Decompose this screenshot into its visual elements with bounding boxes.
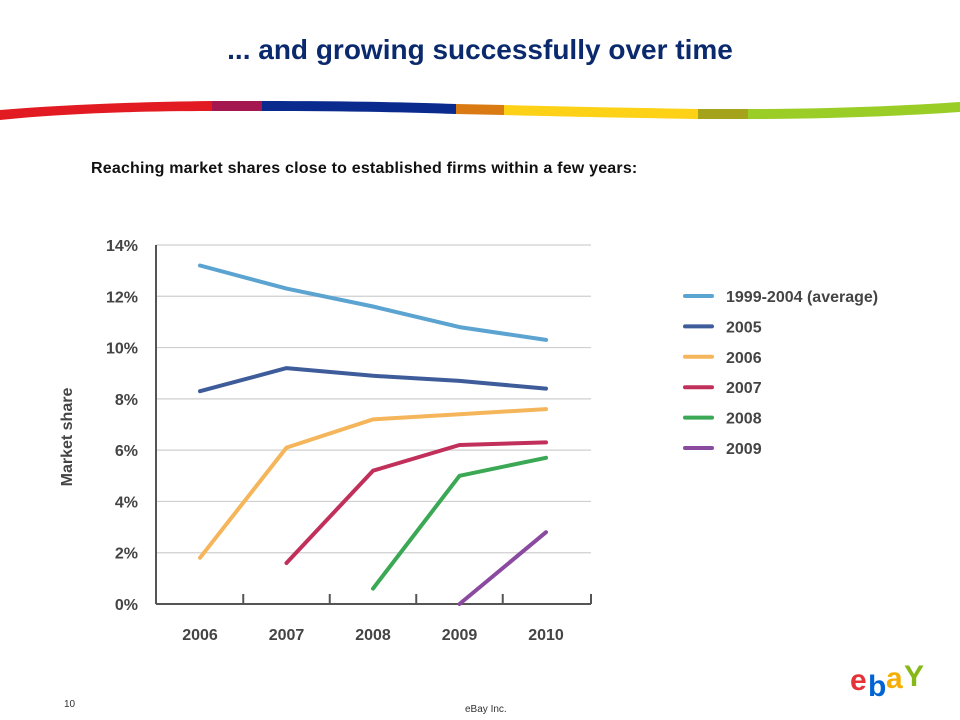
x-tick-label: 2008 [355,627,391,644]
logo-letter: e [850,664,866,697]
legend-label: 1999-2004 (average) [726,289,878,306]
series-line-2006 [198,407,548,560]
y-tick-label: 2% [115,546,138,563]
legend-label: 2005 [726,319,762,336]
y-tick-label: 10% [106,341,138,358]
x-tick-label: 2010 [528,627,564,644]
logo-letter: b [868,670,886,700]
x-tick-label: 2009 [442,627,478,644]
series-line-2008 [371,455,548,591]
slide-subtitle: Reaching market shares close to establis… [91,160,638,177]
y-axis-label: Market share [59,388,76,487]
x-tick-label: 2006 [182,627,218,644]
y-tick-label: 0% [115,597,138,614]
y-tick-label: 6% [115,443,138,460]
series-line-2009 [457,530,548,606]
logo-letter: a [886,662,903,695]
logo-letter: Y [904,660,924,693]
y-tick-label: 8% [115,392,138,409]
chart-series [198,263,548,606]
chart-legend: 1999-2004 (average) 2005 2006 2007 2008 2009 [683,289,878,458]
page-number: 10 [64,699,76,710]
series-line-2005 [198,366,548,394]
x-tick-label: 2007 [269,627,305,644]
legend-label: 2006 [726,350,762,367]
series-line-1999-2004-average- [198,263,548,342]
y-tick-label: 4% [115,494,138,511]
y-tick-label: 14% [106,238,138,255]
legend-label: 2009 [726,441,762,458]
chart-axes: 0% 2% 4% 6% 8% 10% 12% 14% 2006 2007 2008 2009 2010 [106,238,592,644]
chart-gridlines [156,244,591,554]
legend-label: 2008 [726,411,762,428]
color-swoosh-decoration [0,101,960,120]
slide-title: ... and growing successfully over time [227,34,733,65]
legend-label: 2007 [726,380,762,397]
company-name: eBay Inc. [465,704,507,715]
y-tick-label: 12% [106,289,138,306]
series-line-2007 [284,440,548,565]
